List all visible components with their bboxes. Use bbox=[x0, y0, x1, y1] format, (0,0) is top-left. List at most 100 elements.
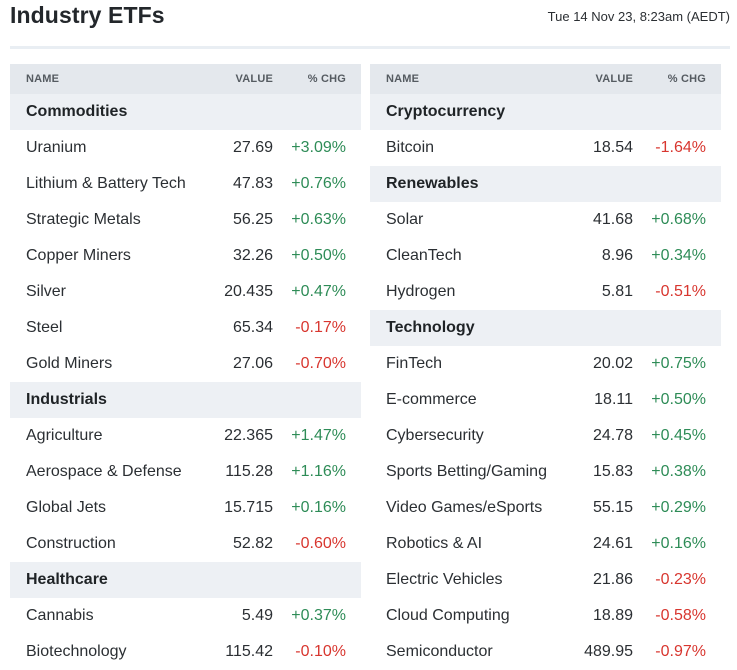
section-title: Technology bbox=[386, 319, 475, 336]
table-row[interactable]: Hydrogen 5.81 -0.51% bbox=[370, 274, 721, 310]
table-row[interactable]: Copper Miners 32.26 +0.50% bbox=[10, 238, 361, 274]
etf-name[interactable]: Video Games/eSports bbox=[386, 499, 543, 516]
table-row[interactable]: CleanTech 8.96 +0.34% bbox=[370, 238, 721, 274]
etf-name[interactable]: Steel bbox=[26, 319, 63, 336]
column-header-name[interactable]: NAME bbox=[26, 73, 60, 85]
table-row[interactable]: Biotechnology 115.42 -0.10% bbox=[10, 634, 361, 670]
section-header: Industrials bbox=[10, 382, 361, 418]
etf-name[interactable]: Solar bbox=[386, 211, 424, 228]
etf-change: +0.75% bbox=[651, 355, 706, 372]
etf-change: -0.51% bbox=[655, 283, 706, 300]
etf-name[interactable]: Sports Betting/Gaming bbox=[386, 463, 547, 480]
table-row[interactable]: Silver 20.435 +0.47% bbox=[10, 274, 361, 310]
etf-value: 22.365 bbox=[224, 427, 273, 444]
table-row[interactable]: E-commerce 18.11 +0.50% bbox=[370, 382, 721, 418]
etf-value: 24.61 bbox=[592, 535, 633, 552]
etf-name[interactable]: Electric Vehicles bbox=[386, 571, 503, 588]
etf-value: 5.49 bbox=[241, 607, 273, 624]
etf-value: 55.15 bbox=[592, 499, 633, 516]
table-row[interactable]: Video Games/eSports 55.15 +0.29% bbox=[370, 490, 721, 526]
etf-value: 115.28 bbox=[225, 463, 273, 480]
table-row[interactable]: Bitcoin 18.54 -1.64% bbox=[370, 130, 721, 166]
etf-name[interactable]: Cloud Computing bbox=[386, 607, 510, 624]
etf-change: -0.23% bbox=[655, 571, 706, 588]
etf-name[interactable]: Uranium bbox=[26, 139, 87, 156]
section-title: Commodities bbox=[26, 103, 128, 120]
page-title: Industry ETFs bbox=[10, 2, 165, 28]
etf-name[interactable]: Strategic Metals bbox=[26, 211, 141, 228]
etf-name[interactable]: Robotics & AI bbox=[386, 535, 483, 552]
table-row[interactable]: Cloud Computing 18.89 -0.58% bbox=[370, 598, 721, 634]
table-row[interactable]: Electric Vehicles 21.86 -0.23% bbox=[370, 562, 721, 598]
table-row[interactable]: Aerospace & Defense 115.28 +1.16% bbox=[10, 454, 361, 490]
etf-name[interactable]: Cannabis bbox=[26, 607, 94, 624]
etf-value: 18.54 bbox=[592, 139, 633, 156]
section-header: Healthcare bbox=[10, 562, 361, 598]
section-header: Cryptocurrency bbox=[370, 94, 721, 130]
table-row[interactable]: Uranium 27.69 +3.09% bbox=[10, 130, 361, 166]
etf-name[interactable]: Lithium & Battery Tech bbox=[26, 175, 186, 192]
table-row[interactable]: Gold Miners 27.06 -0.70% bbox=[10, 346, 361, 382]
table-row[interactable]: Lithium & Battery Tech 47.83 +0.76% bbox=[10, 166, 361, 202]
etf-change: +0.37% bbox=[291, 607, 346, 624]
etf-change: -0.58% bbox=[655, 607, 706, 624]
timestamp: Tue 14 Nov 23, 8:23am (AEDT) bbox=[547, 9, 730, 24]
table-row[interactable]: Semiconductor 489.95 -0.97% bbox=[370, 634, 721, 670]
table-row[interactable]: Cybersecurity 24.78 +0.45% bbox=[370, 418, 721, 454]
section-header: Commodities bbox=[10, 94, 361, 130]
table-row[interactable]: Sports Betting/Gaming 15.83 +0.38% bbox=[370, 454, 721, 490]
etf-value: 32.26 bbox=[232, 247, 273, 264]
etf-name[interactable]: Semiconductor bbox=[386, 643, 493, 660]
column-header-value[interactable]: VALUE bbox=[595, 73, 633, 85]
table-row[interactable]: Steel 65.34 -0.17% bbox=[10, 310, 361, 346]
etf-value: 20.435 bbox=[224, 283, 273, 300]
etf-name[interactable]: Copper Miners bbox=[26, 247, 131, 264]
etf-change: +0.16% bbox=[291, 499, 346, 516]
table-header: NAME VALUE % CHG bbox=[10, 64, 361, 94]
table-row[interactable]: Global Jets 15.715 +0.16% bbox=[10, 490, 361, 526]
etf-value: 489.95 bbox=[584, 643, 633, 660]
page-header: Industry ETFs Tue 14 Nov 23, 8:23am (AED… bbox=[10, 0, 730, 49]
etf-name[interactable]: Hydrogen bbox=[386, 283, 456, 300]
etf-value: 65.34 bbox=[232, 319, 273, 336]
etf-change: +0.63% bbox=[291, 211, 346, 228]
etf-name[interactable]: Biotechnology bbox=[26, 643, 127, 660]
column-header-chg[interactable]: % CHG bbox=[307, 73, 346, 85]
table-row[interactable]: FinTech 20.02 +0.75% bbox=[370, 346, 721, 382]
etf-change: +0.68% bbox=[651, 211, 706, 228]
etf-change: +0.16% bbox=[651, 535, 706, 552]
etf-name[interactable]: CleanTech bbox=[386, 247, 462, 264]
etf-value: 27.06 bbox=[232, 355, 273, 372]
etf-name[interactable]: Silver bbox=[26, 283, 67, 300]
etf-name[interactable]: Cybersecurity bbox=[386, 427, 484, 444]
table-row[interactable]: Agriculture 22.365 +1.47% bbox=[10, 418, 361, 454]
etf-change: +0.38% bbox=[651, 463, 706, 480]
etf-change: -0.10% bbox=[295, 643, 346, 660]
etf-name[interactable]: Aerospace & Defense bbox=[26, 463, 182, 480]
etf-value: 21.86 bbox=[592, 571, 633, 588]
etf-name[interactable]: Bitcoin bbox=[386, 139, 435, 156]
etf-value: 56.25 bbox=[232, 211, 273, 228]
table-row[interactable]: Solar 41.68 +0.68% bbox=[370, 202, 721, 238]
column-header-name[interactable]: NAME bbox=[386, 73, 420, 85]
section-title: Renewables bbox=[386, 175, 479, 192]
etf-name[interactable]: FinTech bbox=[386, 355, 443, 372]
etf-change: +0.29% bbox=[651, 499, 706, 516]
column-header-value[interactable]: VALUE bbox=[235, 73, 273, 85]
etf-name[interactable]: E-commerce bbox=[386, 391, 477, 408]
etf-value: 15.715 bbox=[224, 499, 273, 516]
column-header-chg[interactable]: % CHG bbox=[667, 73, 706, 85]
table-row[interactable]: Construction 52.82 -0.60% bbox=[10, 526, 361, 562]
table-row[interactable]: Strategic Metals 56.25 +0.63% bbox=[10, 202, 361, 238]
etf-value: 115.42 bbox=[225, 643, 273, 660]
etf-name[interactable]: Construction bbox=[26, 535, 116, 552]
table-header: NAME VALUE % CHG bbox=[370, 64, 721, 94]
etf-name[interactable]: Global Jets bbox=[26, 499, 107, 516]
table-row[interactable]: Cannabis 5.49 +0.37% bbox=[10, 598, 361, 634]
etf-table-right: NAME VALUE % CHG Cryptocurrency Bitcoin 18… bbox=[370, 64, 721, 670]
etf-change: +3.09% bbox=[291, 139, 346, 156]
etf-name[interactable]: Gold Miners bbox=[26, 355, 113, 372]
table-row[interactable]: Robotics & AI 24.61 +0.16% bbox=[370, 526, 721, 562]
etf-name[interactable]: Agriculture bbox=[26, 427, 103, 444]
etf-value: 8.96 bbox=[601, 247, 633, 264]
